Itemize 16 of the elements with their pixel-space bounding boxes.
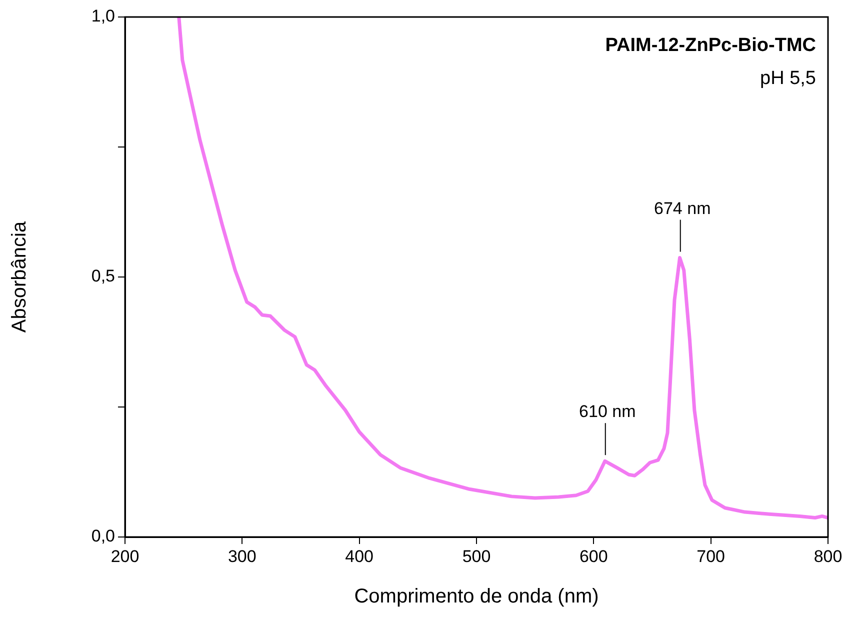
x-tick-label: 200 (110, 546, 140, 566)
x-tick-label: 800 (814, 546, 842, 566)
annotation: 610 nm (579, 402, 636, 422)
y-tick-label: 1,0 (91, 6, 115, 26)
x-axis-title: Comprimento de onda (nm) (354, 586, 599, 608)
x-tick-label: 300 (228, 546, 256, 566)
y-tick-label: 0,5 (91, 266, 115, 286)
text: PAIM-12-ZnPc-Bio-TMC (605, 35, 816, 56)
x-tick-label: 400 (345, 546, 374, 566)
x-tick-label: 600 (579, 546, 608, 566)
y-axis-title: Absorbância (8, 220, 31, 333)
y-tick-label: 0,0 (91, 526, 115, 546)
x-tick-label: 500 (462, 546, 491, 566)
x-tick-label: 700 (696, 546, 726, 566)
annotation: 674 nm (654, 198, 711, 218)
annotation: pH 5,5 (760, 68, 816, 89)
